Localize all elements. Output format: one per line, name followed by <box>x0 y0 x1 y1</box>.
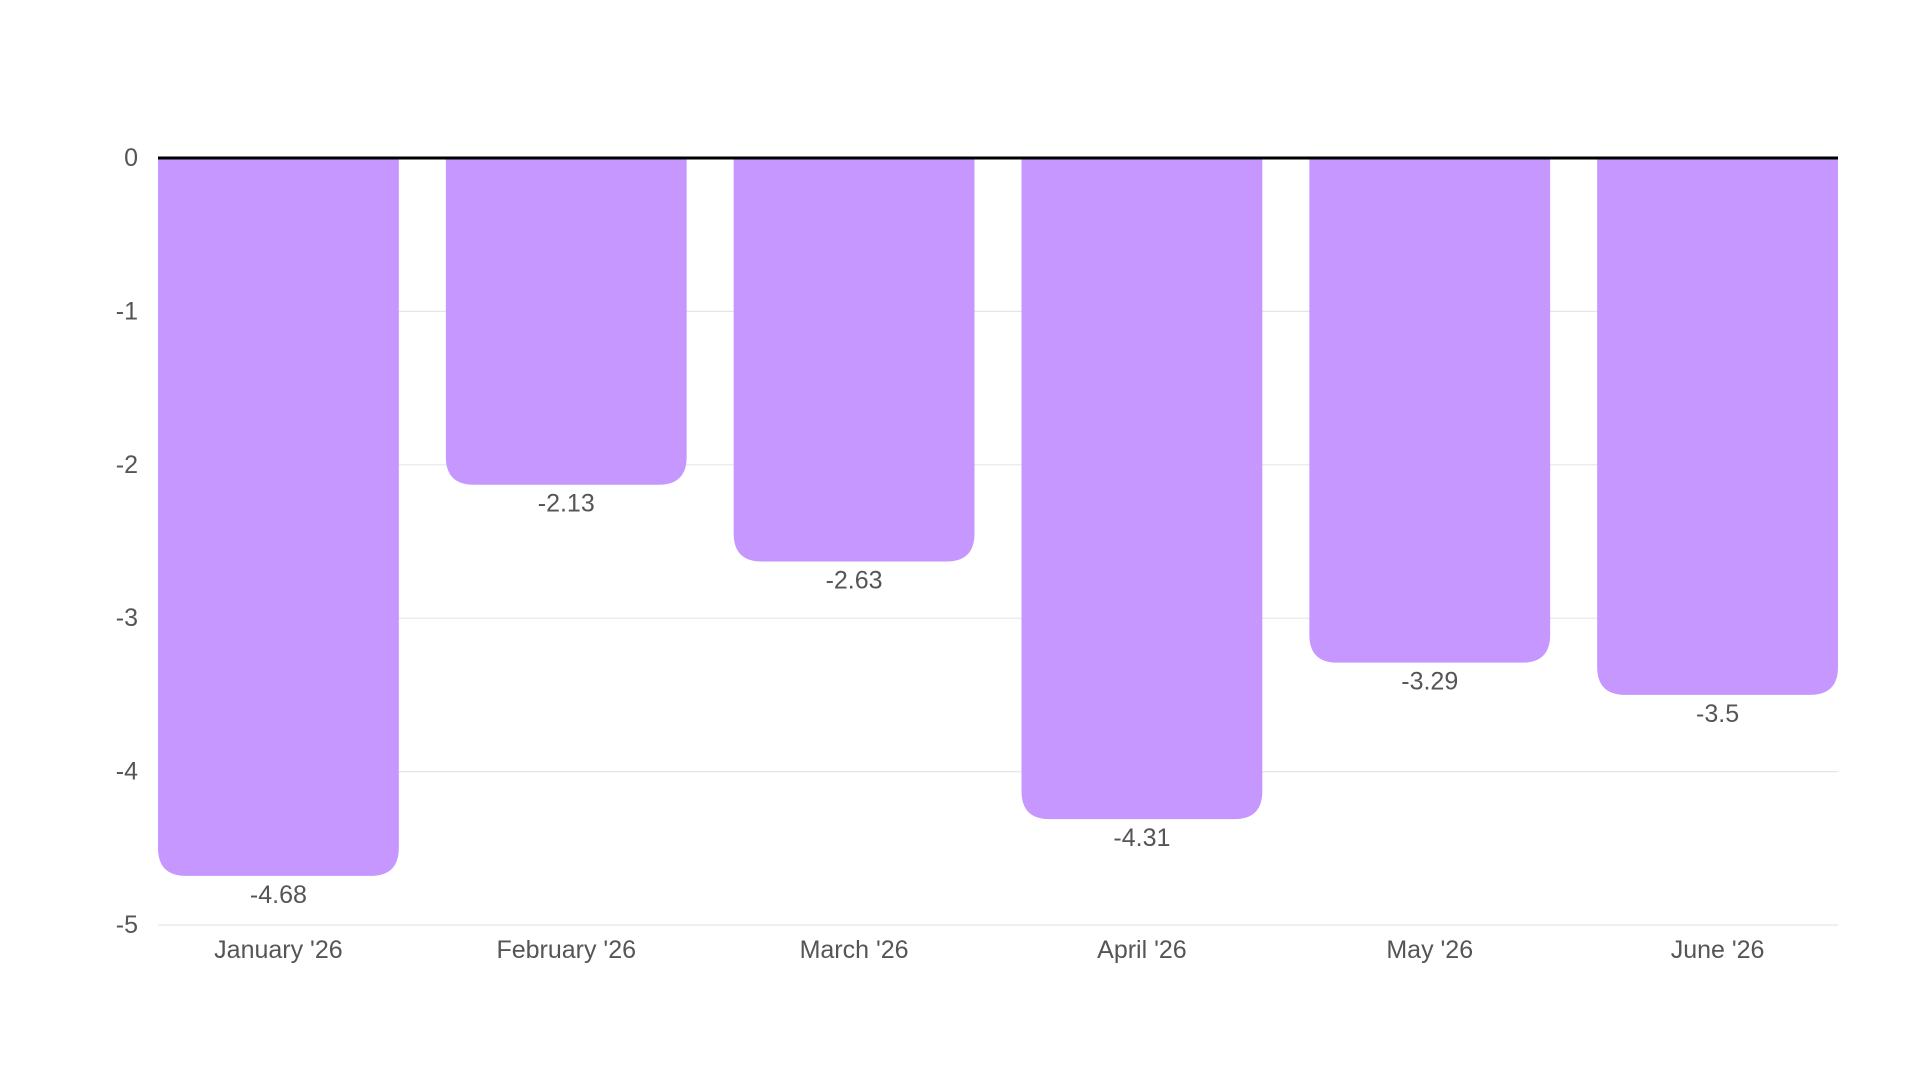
bar <box>158 158 399 876</box>
bar <box>445 158 687 485</box>
bar-value-label: -2.63 <box>826 566 883 594</box>
data-labels: -4.68 -2.13 -2.63 -4.31 -3.29 -3.5 <box>250 490 1739 909</box>
bar-value-label: -3.5 <box>1696 700 1739 728</box>
y-tick-label: -1 <box>116 297 138 325</box>
y-tick-label: -2 <box>116 451 138 479</box>
x-category-label: April '26 <box>1097 936 1187 964</box>
y-tick-label: -5 <box>116 911 138 939</box>
gridlines <box>158 310 1838 926</box>
bar-value-label: -4.31 <box>1113 824 1170 852</box>
bar-value-label: -4.68 <box>250 881 307 909</box>
x-category-label: March '26 <box>800 936 909 964</box>
bar <box>1021 158 1263 820</box>
bar-value-label: -2.13 <box>538 490 595 518</box>
y-tick-label: 0 <box>124 144 138 172</box>
x-axis-categories: January '26 February '26 March '26 April '2… <box>214 936 1764 964</box>
bar <box>1597 158 1838 695</box>
bar-value-label: -3.29 <box>1401 668 1458 696</box>
y-axis-ticks: 0 -1 -2 -3 -4 -5 <box>116 144 138 939</box>
bars <box>158 158 1838 876</box>
x-category-label: June '26 <box>1671 936 1765 964</box>
bar <box>733 158 975 562</box>
y-tick-label: -3 <box>116 604 138 632</box>
y-tick-label: -4 <box>116 758 138 786</box>
x-category-label: January '26 <box>214 936 342 964</box>
bar <box>1309 158 1551 663</box>
x-category-label: May '26 <box>1386 936 1473 964</box>
x-category-label: February '26 <box>496 936 636 964</box>
